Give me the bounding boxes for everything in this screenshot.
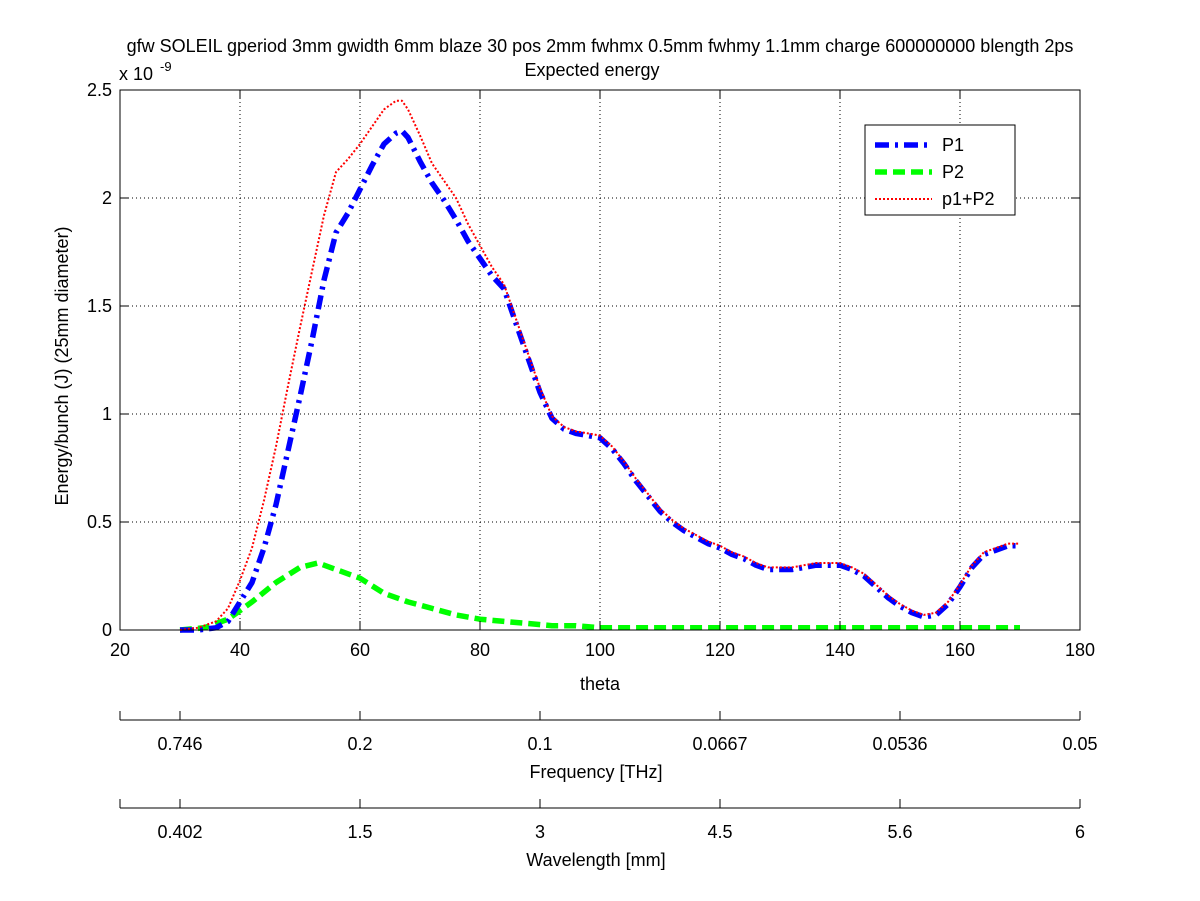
series-line-p1-p2: [179, 99, 1020, 631]
x-tick-label: 80: [470, 640, 490, 660]
x-tick-label: 40: [230, 640, 250, 660]
secondary-tick-label: 6: [1075, 822, 1085, 842]
frequency-axis: 0.746 0.2 0.1 0.0667 0.0536 0.05: [119, 711, 1098, 754]
secondary-tick-label: 5.6: [887, 822, 912, 842]
y-tick-label: 1.5: [87, 296, 112, 316]
secondary-tick-label: 0.1: [527, 734, 552, 754]
secondary-tick-label: 3: [535, 822, 545, 842]
secondary-tick-label: 4.5: [707, 822, 732, 842]
axis-ticks: 20 40 60 80 100 120 140 160 180 0 0.5 1 1.5 2 2.5: [87, 80, 1095, 660]
x-tick-label: 60: [350, 640, 370, 660]
y-axis-label: Energy/bunch (J) (25mm diameter): [52, 226, 72, 505]
legend-box: [864, 124, 1016, 216]
x-tick-label: 180: [1065, 640, 1095, 660]
y-exponent-power: -9: [160, 59, 172, 74]
legend: P1 P2 p1+P2: [864, 124, 1016, 216]
y-exponent-label: x 10 -9: [119, 59, 172, 84]
y-tick-label: 2: [102, 188, 112, 208]
chart-subtitle: Expected energy: [524, 60, 659, 80]
x-tick-label: 160: [945, 640, 975, 660]
y-exponent-base: x 10: [119, 64, 153, 84]
x-tick-label: 120: [705, 640, 735, 660]
series-line-p1: [180, 128, 1020, 633]
x-tick-label: 20: [110, 640, 130, 660]
y-tick-label: 1: [102, 404, 112, 424]
x-tick-label: 100: [585, 640, 615, 660]
y-tick-label: 0: [102, 620, 112, 640]
secondary-tick-label: 1.5: [347, 822, 372, 842]
legend-label-p1: P1: [942, 135, 964, 155]
x-axis-label: theta: [580, 674, 621, 694]
secondary-tick-label: 0.05: [1062, 734, 1097, 754]
secondary-tick-label: 0.0536: [872, 734, 927, 754]
x-tick-label: 140: [825, 640, 855, 660]
legend-label-p2: P2: [942, 162, 964, 182]
series-line-p2: [179, 560, 1020, 633]
series-layer: [179, 99, 1020, 633]
y-tick-label: 0.5: [87, 512, 112, 532]
chart-title: gfw SOLEIL gperiod 3mm gwidth 6mm blaze …: [127, 36, 1074, 56]
frequency-axis-label: Frequency [THz]: [529, 762, 662, 782]
wavelength-axis-label: Wavelength [mm]: [526, 850, 665, 870]
y-tick-label: 2.5: [87, 80, 112, 100]
secondary-tick-label: 0.2: [347, 734, 372, 754]
wavelength-axis: 0.402 1.5 3 4.5 5.6 6: [119, 799, 1085, 842]
secondary-tick-label: 0.0667: [692, 734, 747, 754]
secondary-tick-label: 0.746: [157, 734, 202, 754]
secondary-tick-label: 0.402: [157, 822, 202, 842]
legend-label-p1-p2: p1+P2: [942, 189, 995, 209]
